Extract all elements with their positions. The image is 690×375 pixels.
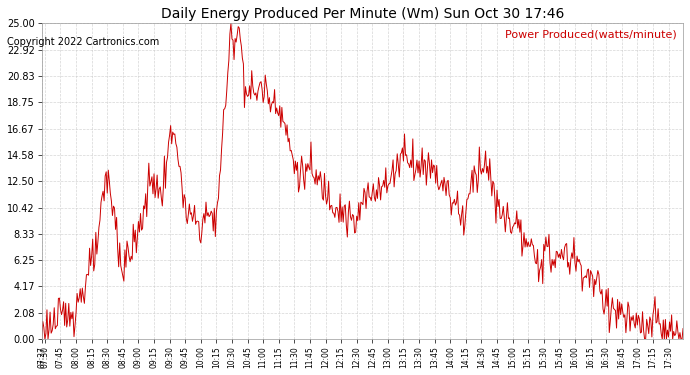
Text: Copyright 2022 Cartronics.com: Copyright 2022 Cartronics.com [7, 37, 159, 47]
Title: Daily Energy Produced Per Minute (Wm) Sun Oct 30 17:46: Daily Energy Produced Per Minute (Wm) Su… [161, 7, 564, 21]
Text: Power Produced(watts/minute): Power Produced(watts/minute) [505, 30, 677, 40]
